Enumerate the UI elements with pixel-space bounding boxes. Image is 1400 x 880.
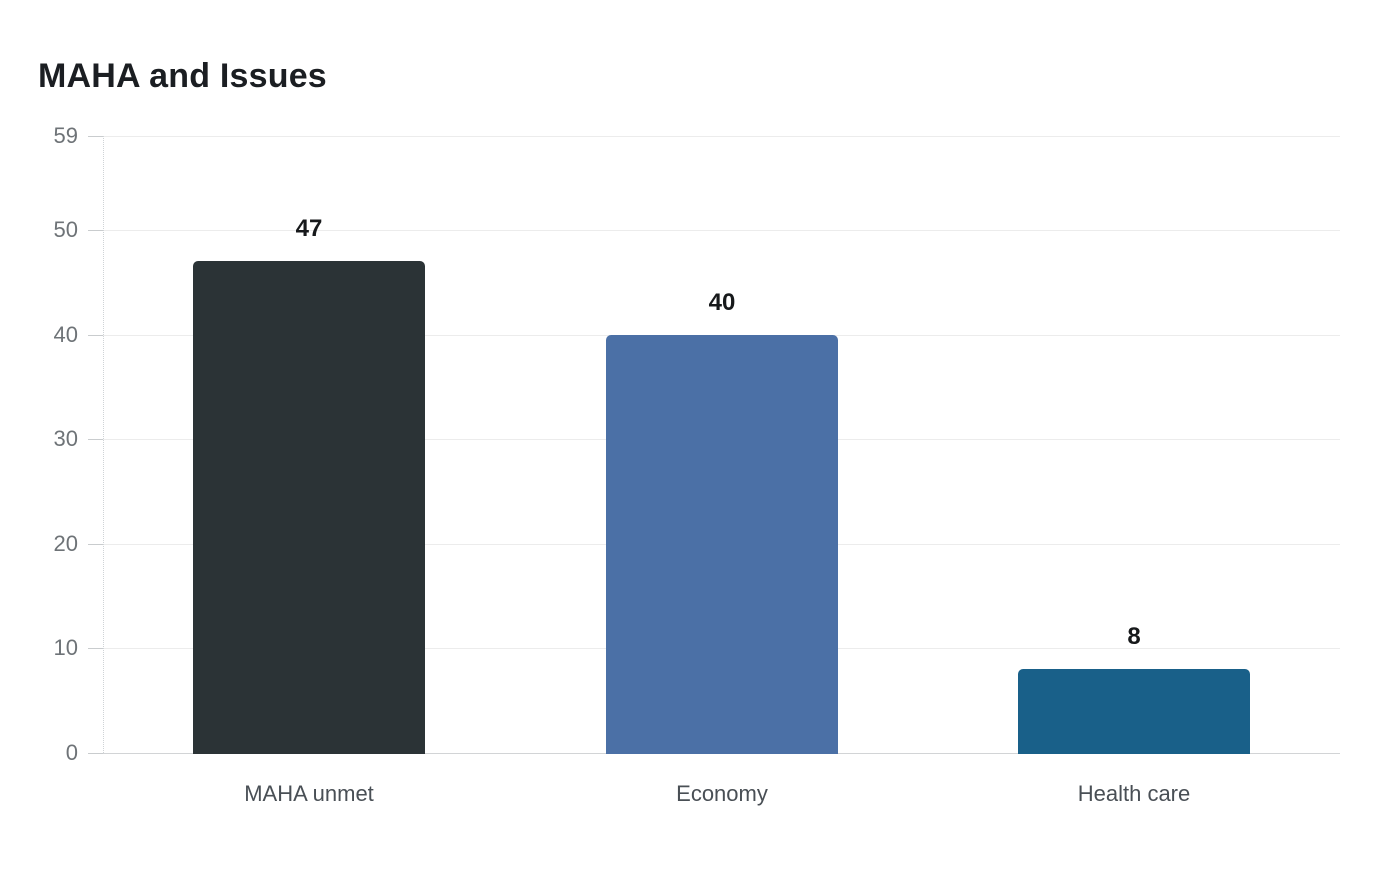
bar-maha-unmet bbox=[193, 261, 425, 754]
y-tick-mark-0 bbox=[88, 753, 103, 754]
y-tick-mark-40 bbox=[88, 335, 103, 336]
chart-title: MAHA and Issues bbox=[38, 57, 327, 95]
y-axis-line bbox=[103, 136, 104, 753]
value-label-maha-unmet: 47 bbox=[295, 215, 323, 242]
value-label-economy: 40 bbox=[708, 289, 736, 316]
y-tick-mark-20 bbox=[88, 544, 103, 545]
gridline-50 bbox=[103, 230, 1340, 231]
y-tick-mark-10 bbox=[88, 648, 103, 649]
bar-health-care bbox=[1018, 669, 1250, 754]
value-label-health-care: 8 bbox=[1127, 623, 1141, 650]
y-tick-label-50: 50 bbox=[53, 217, 78, 242]
y-tick-label-10: 10 bbox=[53, 635, 78, 660]
y-tick-mark-50 bbox=[88, 230, 103, 231]
y-tick-mark-59 bbox=[88, 136, 103, 137]
y-tick-label-30: 30 bbox=[53, 426, 78, 451]
gridline-59 bbox=[103, 136, 1340, 137]
x-tick-label-health-care: Health care bbox=[1077, 781, 1191, 806]
x-tick-label-maha-unmet: MAHA unmet bbox=[244, 781, 374, 806]
bar-economy bbox=[606, 335, 838, 754]
x-tick-label-economy: Economy bbox=[676, 781, 768, 806]
y-tick-label-0: 0 bbox=[65, 740, 78, 765]
y-tick-label-59: 59 bbox=[53, 123, 78, 148]
y-tick-label-40: 40 bbox=[53, 322, 78, 347]
y-tick-mark-30 bbox=[88, 439, 103, 440]
y-tick-label-20: 20 bbox=[53, 531, 78, 556]
